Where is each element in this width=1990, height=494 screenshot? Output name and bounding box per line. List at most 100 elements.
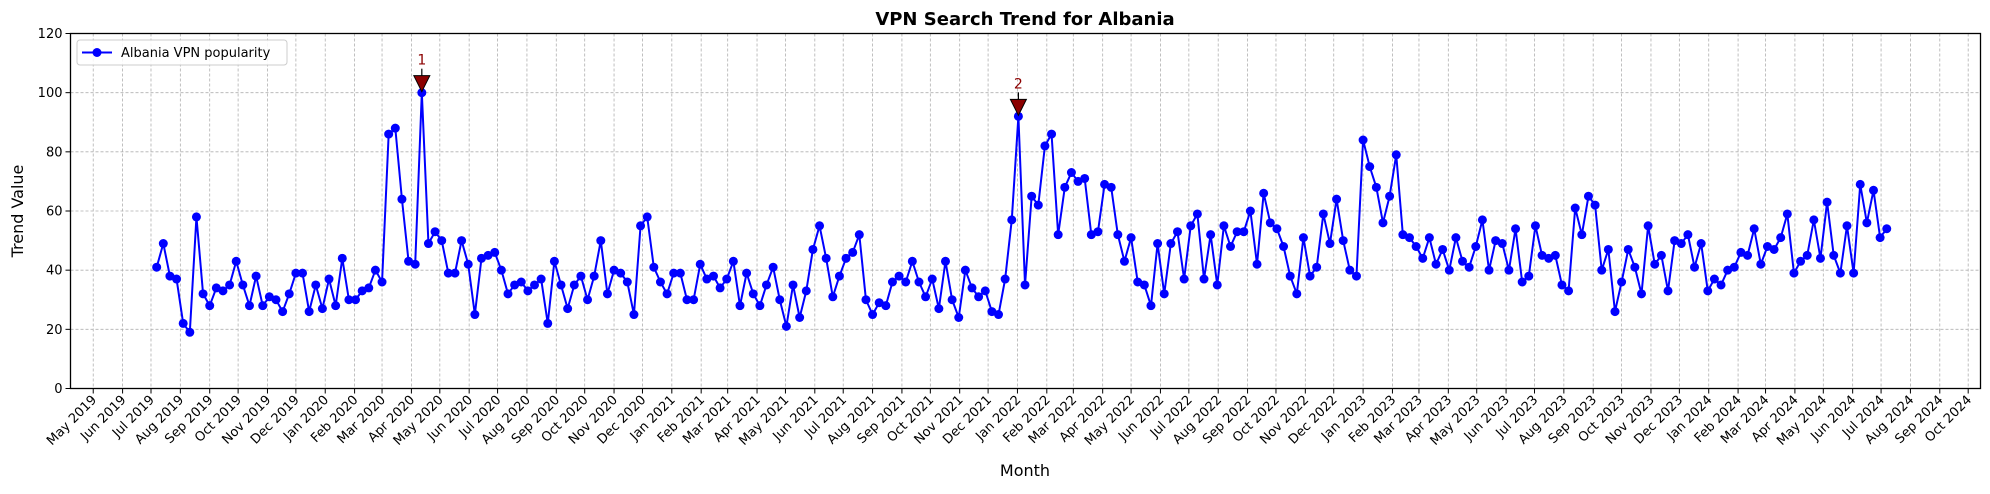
data-point xyxy=(351,295,361,305)
data-point xyxy=(1530,221,1540,231)
data-point xyxy=(583,295,593,305)
data-point xyxy=(1776,233,1786,243)
data-point xyxy=(1239,227,1249,237)
data-point xyxy=(1802,250,1812,260)
data-point xyxy=(669,268,679,278)
data-point xyxy=(1696,239,1706,249)
data-point xyxy=(1186,221,1196,231)
data-point xyxy=(795,313,805,322)
data-point xyxy=(271,295,281,305)
data-point xyxy=(430,227,440,237)
data-point xyxy=(205,301,215,311)
data-point xyxy=(887,277,897,287)
data-point xyxy=(1444,265,1454,275)
data-point xyxy=(868,310,878,320)
data-point xyxy=(1650,259,1660,269)
data-point xyxy=(1298,233,1308,243)
data-point xyxy=(437,236,447,246)
data-point xyxy=(1166,239,1176,249)
data-point xyxy=(1332,194,1342,204)
data-point xyxy=(1636,289,1646,299)
data-point xyxy=(410,259,420,269)
data-point xyxy=(536,274,546,284)
data-point xyxy=(1385,191,1395,201)
data-point xyxy=(337,253,347,263)
data-point xyxy=(1690,262,1700,272)
data-point xyxy=(1033,200,1043,210)
data-point xyxy=(1047,129,1057,139)
legend-box xyxy=(76,39,288,66)
data-point xyxy=(1106,182,1116,192)
data-point xyxy=(251,271,261,281)
data-point xyxy=(324,274,334,284)
data-point xyxy=(921,292,931,302)
data-point xyxy=(198,289,208,299)
data-point xyxy=(258,301,268,311)
data-point xyxy=(675,268,685,278)
data-point xyxy=(1524,271,1534,281)
data-point xyxy=(1404,233,1414,243)
data-point xyxy=(947,295,957,305)
data-point xyxy=(1782,209,1792,219)
data-point xyxy=(443,268,453,278)
data-point xyxy=(1424,233,1434,243)
data-point xyxy=(331,301,341,311)
data-point xyxy=(457,236,467,246)
data-point xyxy=(1113,230,1123,240)
data-point xyxy=(185,327,195,337)
data-point xyxy=(934,304,944,314)
data-point xyxy=(231,256,241,266)
data-point xyxy=(755,301,765,311)
data-point xyxy=(1305,271,1315,281)
data-point xyxy=(622,277,632,287)
data-point xyxy=(172,274,182,284)
data-point xyxy=(225,280,235,290)
legend-label: Albania VPN popularity xyxy=(121,46,271,61)
data-point xyxy=(1212,280,1222,290)
y-tick-label: 120 xyxy=(38,27,63,42)
data-point xyxy=(1497,239,1507,249)
data-point xyxy=(569,280,579,290)
data-point xyxy=(1126,233,1136,243)
annotation-label: 2 xyxy=(1014,76,1023,92)
data-point xyxy=(914,277,924,287)
data-point xyxy=(1729,262,1739,272)
data-point xyxy=(1597,265,1607,275)
data-point xyxy=(1458,256,1468,266)
data-point xyxy=(742,268,752,278)
data-point xyxy=(1259,188,1269,198)
data-point xyxy=(1232,227,1242,237)
data-point xyxy=(1570,203,1580,213)
data-point xyxy=(1862,218,1872,228)
data-point xyxy=(1749,224,1759,234)
data-point xyxy=(1199,274,1209,284)
data-point xyxy=(1312,262,1322,272)
data-point xyxy=(1245,206,1255,216)
data-point xyxy=(423,239,433,249)
data-point xyxy=(390,123,400,133)
annotation-marker-triangle xyxy=(413,75,431,93)
data-point xyxy=(1464,262,1474,272)
data-point xyxy=(1358,135,1368,145)
data-point xyxy=(1007,215,1017,225)
data-point xyxy=(1040,141,1050,151)
data-point xyxy=(556,280,566,290)
data-point xyxy=(463,259,473,269)
data-point xyxy=(728,256,738,266)
data-point xyxy=(1789,268,1799,278)
data-point xyxy=(954,313,964,322)
data-point xyxy=(894,271,904,281)
data-point xyxy=(735,301,745,311)
data-point xyxy=(1477,215,1487,225)
data-point xyxy=(781,321,791,331)
y-tick-label: 100 xyxy=(38,86,63,101)
data-point xyxy=(1703,286,1713,296)
data-point xyxy=(304,307,314,317)
data-point xyxy=(1365,162,1375,172)
annotation-marker-triangle xyxy=(1009,98,1028,117)
data-point xyxy=(762,280,772,290)
data-point xyxy=(238,280,248,290)
data-point xyxy=(695,259,705,269)
data-point xyxy=(828,292,838,302)
data-point xyxy=(722,274,732,284)
